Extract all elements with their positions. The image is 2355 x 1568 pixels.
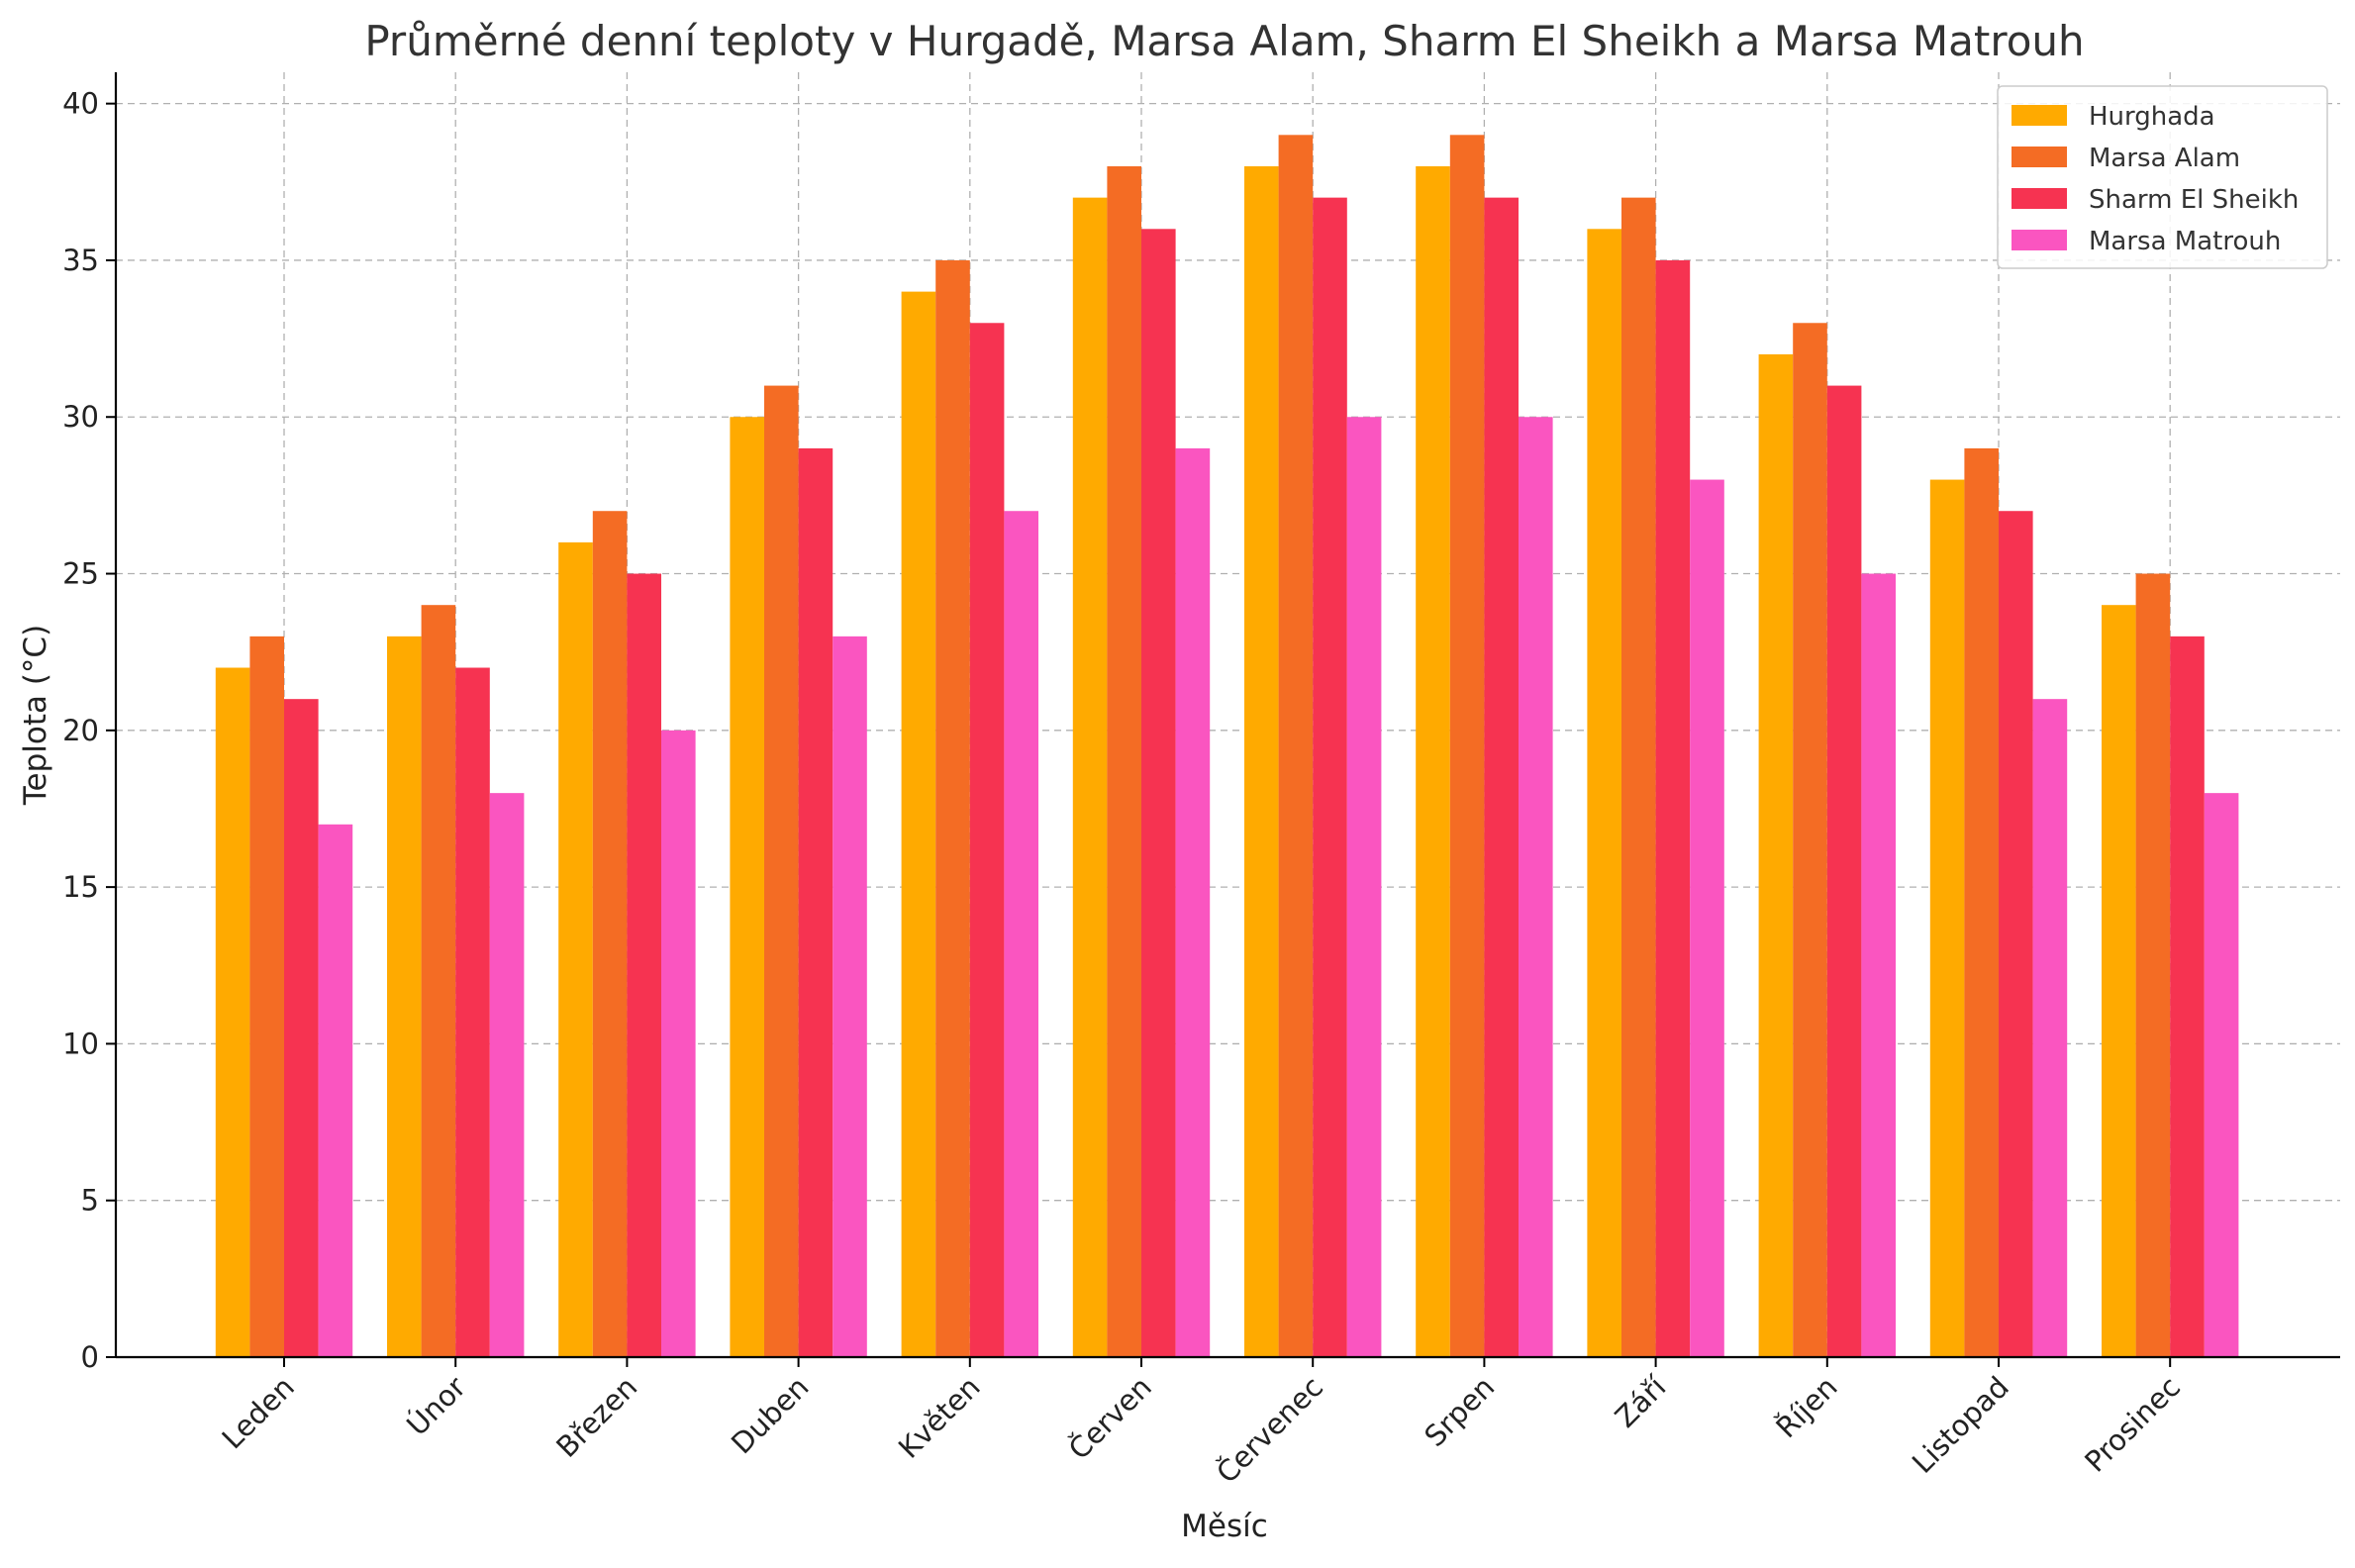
x-tick-label: Květen (892, 1370, 987, 1465)
bar-marsa-matrouh-10 (1861, 573, 1896, 1357)
x-tick-label: Červenec (1210, 1370, 1329, 1490)
bar-hurghada-1 (215, 667, 250, 1357)
y-tick-label: 20 (62, 714, 99, 747)
bar-marsa-alam-12 (2135, 573, 2171, 1357)
x-tick-label: Březen (549, 1370, 643, 1464)
bar-sharm-el-sheikh-7 (1313, 197, 1347, 1357)
bar-hurghada-9 (1587, 229, 1621, 1357)
x-tick-label: Únor (400, 1370, 472, 1442)
y-tick-label: 30 (62, 400, 99, 434)
legend-label: Marsa Matrouh (2089, 227, 2281, 256)
bar-marsa-alam-11 (1964, 447, 1999, 1357)
bar-marsa-matrouh-12 (2204, 793, 2239, 1357)
x-tick-label: Prosinec (2078, 1370, 2187, 1479)
bar-marsa-matrouh-5 (1004, 511, 1038, 1357)
bar-hurghada-3 (558, 541, 593, 1357)
legend-label: Hurghada (2089, 102, 2215, 132)
legend-label: Sharm El Sheikh (2089, 185, 2299, 215)
bar-sharm-el-sheikh-8 (1484, 197, 1519, 1357)
legend-swatch (2012, 105, 2067, 126)
x-tick-label: Září (1609, 1369, 1673, 1433)
bar-marsa-alam-9 (1621, 197, 1656, 1357)
bar-hurghada-12 (2102, 605, 2136, 1357)
axes (106, 72, 2340, 1367)
bar-hurghada-11 (1929, 479, 1965, 1357)
bar-marsa-alam-6 (1107, 165, 1141, 1358)
bar-hurghada-7 (1244, 165, 1279, 1358)
bar-marsa-alam-7 (1278, 135, 1314, 1357)
x-tick-label: Listopad (1906, 1370, 2015, 1480)
bar-marsa-matrouh-9 (1690, 479, 1724, 1357)
y-tick-label: 15 (62, 870, 99, 904)
bar-marsa-alam-8 (1449, 135, 1485, 1357)
x-tick-label: Říjen (1769, 1370, 1843, 1444)
bar-marsa-alam-5 (935, 259, 970, 1358)
bar-sharm-el-sheikh-10 (1826, 385, 1862, 1358)
bar-sharm-el-sheikh-6 (1141, 229, 1176, 1357)
x-tick-label: Červen (1062, 1370, 1158, 1466)
bar-marsa-alam-2 (421, 605, 456, 1357)
bar-hurghada-2 (387, 636, 422, 1357)
bar-marsa-matrouh-11 (2032, 699, 2068, 1357)
legend-box (1997, 85, 2328, 269)
bar-marsa-alam-4 (764, 385, 799, 1358)
bar-sharm-el-sheikh-3 (627, 573, 661, 1357)
bar-marsa-matrouh-8 (1519, 417, 1553, 1357)
legend-label: Marsa Alam (2089, 144, 2240, 173)
bar-sharm-el-sheikh-2 (455, 667, 490, 1357)
y-tick-label: 10 (62, 1027, 99, 1060)
bars (215, 135, 2239, 1358)
bar-sharm-el-sheikh-12 (2170, 636, 2205, 1357)
y-tick-label: 35 (62, 244, 99, 277)
legend-swatch (2012, 230, 2067, 250)
bar-hurghada-4 (730, 417, 764, 1357)
y-tick-label: 0 (81, 1340, 99, 1374)
legend-swatch (2012, 188, 2067, 209)
bar-sharm-el-sheikh-4 (798, 447, 834, 1357)
y-tick-label: 5 (81, 1184, 99, 1218)
x-tick-label: Leden (216, 1370, 301, 1455)
bar-sharm-el-sheikh-9 (1655, 259, 1691, 1358)
legend-swatch (2012, 147, 2067, 167)
bar-marsa-alam-3 (592, 511, 628, 1357)
y-tick-label: 25 (62, 557, 99, 591)
bar-marsa-matrouh-7 (1346, 417, 1382, 1357)
bar-hurghada-8 (1416, 165, 1450, 1358)
bar-sharm-el-sheikh-5 (969, 323, 1005, 1357)
y-axis-label: Teplota (°C) (18, 625, 53, 806)
bar-hurghada-6 (1072, 197, 1108, 1357)
bar-marsa-matrouh-2 (489, 793, 525, 1357)
x-tick-label: Duben (725, 1370, 815, 1460)
x-axis-label: Měsíc (1181, 1509, 1268, 1544)
y-tick-label: 40 (62, 87, 99, 121)
bar-marsa-matrouh-4 (833, 636, 867, 1357)
bar-hurghada-10 (1758, 353, 1794, 1357)
bar-marsa-matrouh-1 (318, 824, 353, 1357)
bar-marsa-matrouh-3 (661, 730, 696, 1357)
bar-hurghada-5 (901, 291, 936, 1357)
bar-marsa-matrouh-6 (1175, 447, 1211, 1357)
x-tick-label: Srpen (1418, 1370, 1501, 1453)
legend: Hurghada Marsa Alam Sharm El Sheikh Marsa M… (1997, 85, 2328, 269)
bar-sharm-el-sheikh-11 (1999, 511, 2033, 1357)
chart-title: Průměrné denní teploty v Hurgadě, Marsa … (364, 17, 2084, 65)
bar-marsa-alam-1 (249, 636, 284, 1357)
bar-marsa-alam-10 (1793, 323, 1827, 1357)
bar-sharm-el-sheikh-1 (284, 699, 319, 1357)
